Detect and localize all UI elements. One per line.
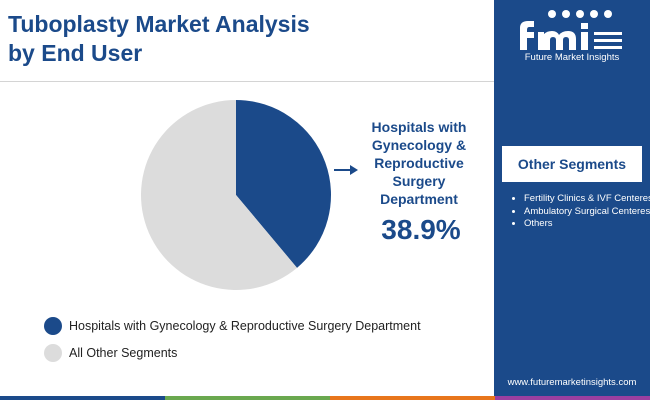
list-item: Fertility Clinics & IVF Centeres xyxy=(524,193,650,206)
pie-slice-0 xyxy=(236,100,331,268)
legend-swatch-hospitals xyxy=(44,317,62,335)
legend-label-hospitals: Hospitals with Gynecology & Reproductive… xyxy=(69,319,421,333)
pie-slice-1 xyxy=(141,100,298,290)
bottom-bar-segment-orange xyxy=(330,396,495,400)
other-segments-list: Fertility Clinics & IVF Centeres Ambulat… xyxy=(510,193,650,231)
chart-legend: Hospitals with Gynecology & Reproductive… xyxy=(44,316,421,370)
bottom-bar-segment-green xyxy=(165,396,330,400)
header-divider xyxy=(0,81,494,82)
callout-arrow-icon xyxy=(350,165,358,175)
sidebar: Future Market Insights Other Segments Fe… xyxy=(494,0,650,400)
bottom-bar-segment-blue xyxy=(0,396,165,400)
list-item: Others xyxy=(524,218,650,231)
website-link[interactable]: www.futuremarketinsights.com xyxy=(507,377,637,388)
legend-item-hospitals: Hospitals with Gynecology & Reproductive… xyxy=(44,316,421,336)
logo-text: Future Market Insights xyxy=(524,52,620,63)
pie-chart xyxy=(141,100,358,290)
bottom-bar-segment-purple xyxy=(495,396,650,400)
legend-item-other: All Other Segments xyxy=(44,343,421,363)
page-title: Tuboplasty Market Analysis by End User xyxy=(8,11,310,66)
callout-value: 38.9% xyxy=(381,214,461,245)
legend-swatch-other xyxy=(44,344,62,362)
legend-label-other: All Other Segments xyxy=(69,346,178,360)
list-item: Ambulatory Surgical Centeres xyxy=(524,206,650,219)
fmi-logo-icon xyxy=(520,10,622,50)
callout-label: Hospitals with Gynecology & Reproductive… xyxy=(371,119,467,207)
other-segments-title: Other Segments xyxy=(502,146,642,182)
